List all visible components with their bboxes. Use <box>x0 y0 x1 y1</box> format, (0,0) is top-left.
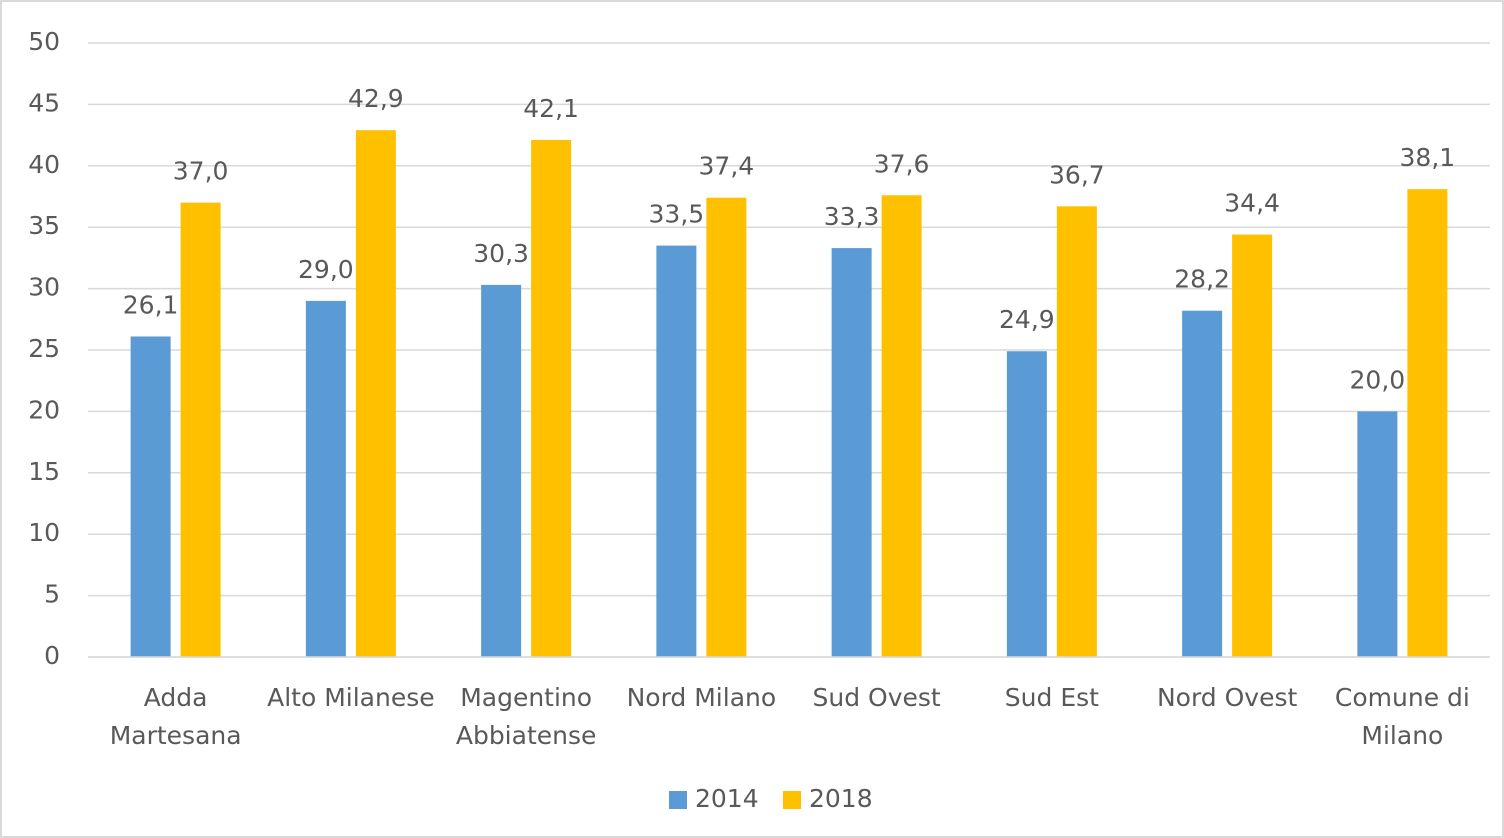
bar <box>1232 234 1273 657</box>
data-label: 24,9 <box>999 305 1055 334</box>
data-label: 26,1 <box>123 290 179 319</box>
y-tick-label: 25 <box>28 334 60 363</box>
x-tick-label: Alto Milanese <box>267 683 435 712</box>
bar <box>1056 206 1097 657</box>
x-tick-label: Nord Ovest <box>1156 683 1298 712</box>
bar <box>1357 411 1398 657</box>
bar <box>531 140 572 658</box>
bar <box>130 336 171 657</box>
y-tick-label: 45 <box>28 88 60 117</box>
x-tick-label: Magentino Abbiatense <box>455 683 597 750</box>
y-tick-label: 40 <box>28 150 60 179</box>
x-tick-label: Adda Martesana <box>109 683 242 750</box>
x-tick-label: Nord Milano <box>626 683 777 712</box>
y-tick-label: 10 <box>28 518 60 547</box>
data-label: 37,6 <box>874 149 930 178</box>
data-label: 42,9 <box>348 84 404 113</box>
bar <box>305 300 346 657</box>
bar <box>1407 189 1448 657</box>
y-tick-label: 0 <box>44 641 60 670</box>
bar <box>1182 310 1223 657</box>
data-label: 42,1 <box>523 94 579 123</box>
data-label: 37,4 <box>699 152 755 181</box>
bar <box>481 284 522 657</box>
data-label: 20,0 <box>1350 365 1406 394</box>
bar <box>656 245 697 657</box>
legend-label: 2014 <box>695 784 759 813</box>
bar <box>706 197 747 657</box>
data-label: 34,4 <box>1224 189 1280 218</box>
data-label: 38,1 <box>1400 143 1456 172</box>
data-label: 30,3 <box>473 239 529 268</box>
y-tick-label: 30 <box>28 273 60 302</box>
x-tick-label: Sud Ovest <box>812 683 941 712</box>
data-label: 33,3 <box>824 202 880 231</box>
data-label: 33,5 <box>649 200 705 229</box>
bar <box>881 195 922 657</box>
data-label: 36,7 <box>1049 160 1105 189</box>
y-tick-label: 35 <box>28 211 60 240</box>
x-tick-label: Sud Est <box>1004 683 1099 712</box>
data-label: 37,0 <box>173 157 229 186</box>
y-tick-label: 50 <box>28 27 60 56</box>
data-label: 28,2 <box>1174 265 1230 294</box>
legend-swatch <box>669 791 687 809</box>
y-tick-label: 5 <box>44 580 60 609</box>
bar <box>1006 351 1047 657</box>
bar <box>355 130 396 658</box>
bar <box>831 248 872 658</box>
x-tick-label: Comune di Milano <box>1334 683 1470 750</box>
bar <box>180 202 221 657</box>
data-label: 29,0 <box>298 255 354 284</box>
legend-swatch <box>783 791 801 809</box>
y-tick-label: 20 <box>28 395 60 424</box>
legend-label: 2018 <box>809 784 873 813</box>
y-tick-label: 15 <box>28 457 60 486</box>
